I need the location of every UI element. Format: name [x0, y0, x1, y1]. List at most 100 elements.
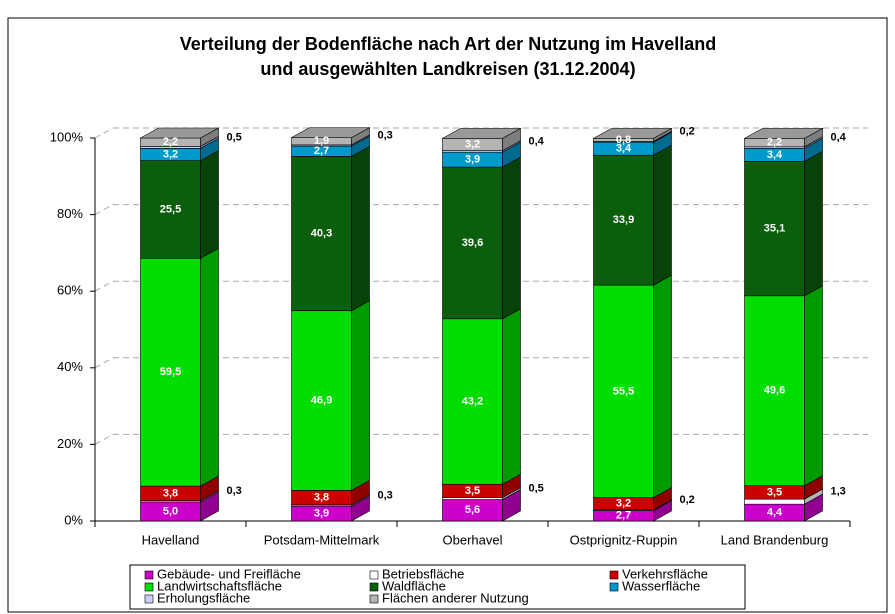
data-label: 3,9	[314, 507, 329, 519]
legend-swatch	[144, 582, 154, 592]
bar-segment	[744, 295, 805, 487]
x-tick-label: Land Brandenburg	[721, 532, 829, 547]
y-tick-label: 0%	[64, 512, 83, 527]
y-tick-label: 60%	[57, 283, 83, 298]
data-label: 0,4	[831, 131, 847, 143]
bar-side	[200, 247, 219, 487]
bar-segment	[291, 310, 352, 491]
data-label: 3,2	[465, 138, 480, 150]
grid-line	[94, 204, 114, 216]
grid-line	[94, 127, 114, 139]
bar-side	[502, 156, 521, 320]
data-label: 46,9	[311, 394, 332, 406]
data-label: 1,9	[314, 135, 329, 147]
data-label: 33,9	[613, 214, 634, 226]
data-label: 25,5	[160, 203, 181, 215]
data-label: 1,3	[831, 486, 846, 498]
bar-side	[804, 285, 823, 487]
data-label: 4,4	[767, 506, 783, 518]
grid-line	[94, 357, 114, 369]
data-label: 5,0	[163, 505, 178, 517]
data-label: 0,2	[680, 126, 695, 138]
data-label: 39,6	[462, 237, 483, 249]
data-label: 49,6	[764, 385, 785, 397]
chart-title: und ausgewählten Landkreisen (31.12.2004…	[260, 59, 635, 79]
data-label: 3,5	[767, 486, 782, 498]
data-label: 0,8	[616, 134, 631, 146]
legend-label: Wasserfläche	[622, 578, 700, 593]
legend-label: Betriebsfläche	[382, 566, 464, 581]
bar-side	[351, 300, 370, 491]
bar-segment	[442, 166, 503, 320]
data-label: 2,2	[767, 137, 782, 149]
legend-box	[129, 564, 746, 610]
legend-label: Landwirtschaftsfläche	[157, 578, 282, 593]
x-tick-label: Oberhavel	[443, 532, 503, 547]
chart-title: Verteilung der Bodenfläche nach Art der …	[180, 34, 716, 54]
data-label: 0,5	[227, 131, 242, 143]
data-label: 3,9	[465, 154, 480, 166]
data-label: 2,7	[616, 510, 631, 522]
bar-top	[290, 127, 371, 138]
data-label: 3,2	[616, 498, 631, 510]
bar-side	[653, 274, 672, 499]
grid-line	[94, 433, 114, 445]
data-label: 40,3	[311, 227, 332, 239]
data-label: 0,2	[680, 494, 695, 506]
bar-segment	[744, 498, 805, 505]
data-label: 0,3	[378, 129, 393, 141]
data-label: 0,4	[529, 135, 545, 147]
legend-label: Waldfläche	[382, 578, 446, 593]
bar-top	[441, 128, 522, 139]
legend-swatch	[369, 570, 379, 580]
data-label: 0,3	[227, 485, 242, 497]
legend-swatch	[609, 570, 619, 580]
legend-swatch	[369, 594, 379, 604]
y-tick-label: 80%	[57, 206, 83, 221]
data-label: 0,3	[378, 489, 393, 501]
bar-segment	[593, 154, 654, 286]
data-label: 3,2	[163, 148, 178, 160]
data-label: 5,6	[465, 504, 480, 516]
y-tick-label: 100%	[50, 129, 84, 144]
bar-segment	[593, 284, 654, 498]
bar-segment	[291, 156, 352, 312]
bar-top	[139, 127, 220, 139]
bar-side	[200, 150, 219, 259]
data-label: 3,5	[465, 485, 480, 497]
legend-label: Verkehrsfläche	[622, 566, 708, 581]
legend-swatch	[144, 570, 154, 580]
bar-side	[502, 308, 521, 485]
data-label: 2,2	[163, 136, 178, 148]
data-label: 0,5	[529, 483, 544, 495]
bar-side	[351, 145, 370, 312]
legend-swatch	[369, 582, 379, 592]
data-label: 3,4	[767, 149, 783, 161]
legend-label: Gebäude- und Freifläche	[157, 566, 301, 581]
x-tick-label: Potsdam-Mittelmark	[264, 532, 380, 547]
data-label: 2,7	[314, 145, 329, 157]
y-tick-label: 20%	[57, 436, 83, 451]
y-tick-label: 40%	[57, 359, 83, 374]
data-label: 3,8	[163, 487, 178, 499]
bar-top	[743, 128, 824, 139]
bar-side	[653, 144, 672, 286]
data-label: 3,4	[616, 143, 632, 155]
legend-swatch	[144, 594, 154, 604]
data-label: 59,5	[160, 366, 181, 378]
bar-side	[804, 150, 823, 297]
x-tick-label: Ostprignitz-Ruppin	[570, 532, 678, 547]
legend-swatch	[609, 582, 619, 592]
legend-label: Flächen anderer Nutzung	[382, 590, 529, 605]
grid-line	[94, 280, 114, 292]
x-tick-label: Havelland	[142, 532, 200, 547]
bar-top	[592, 128, 673, 139]
data-label: 3,8	[314, 492, 329, 504]
bar-segment	[140, 160, 201, 259]
data-label: 43,2	[462, 395, 483, 407]
legend-label: Erholungsfläche	[157, 590, 250, 605]
data-label: 35,1	[764, 222, 785, 234]
bar-segment	[442, 318, 503, 485]
